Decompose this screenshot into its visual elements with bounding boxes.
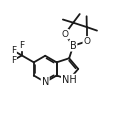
Text: NH: NH (62, 75, 77, 85)
Text: O: O (61, 30, 68, 39)
Text: F: F (11, 46, 16, 55)
Text: F: F (11, 56, 16, 65)
Text: F: F (19, 41, 24, 50)
Text: O: O (83, 37, 90, 46)
Text: N: N (42, 77, 49, 87)
Text: B: B (70, 41, 77, 51)
